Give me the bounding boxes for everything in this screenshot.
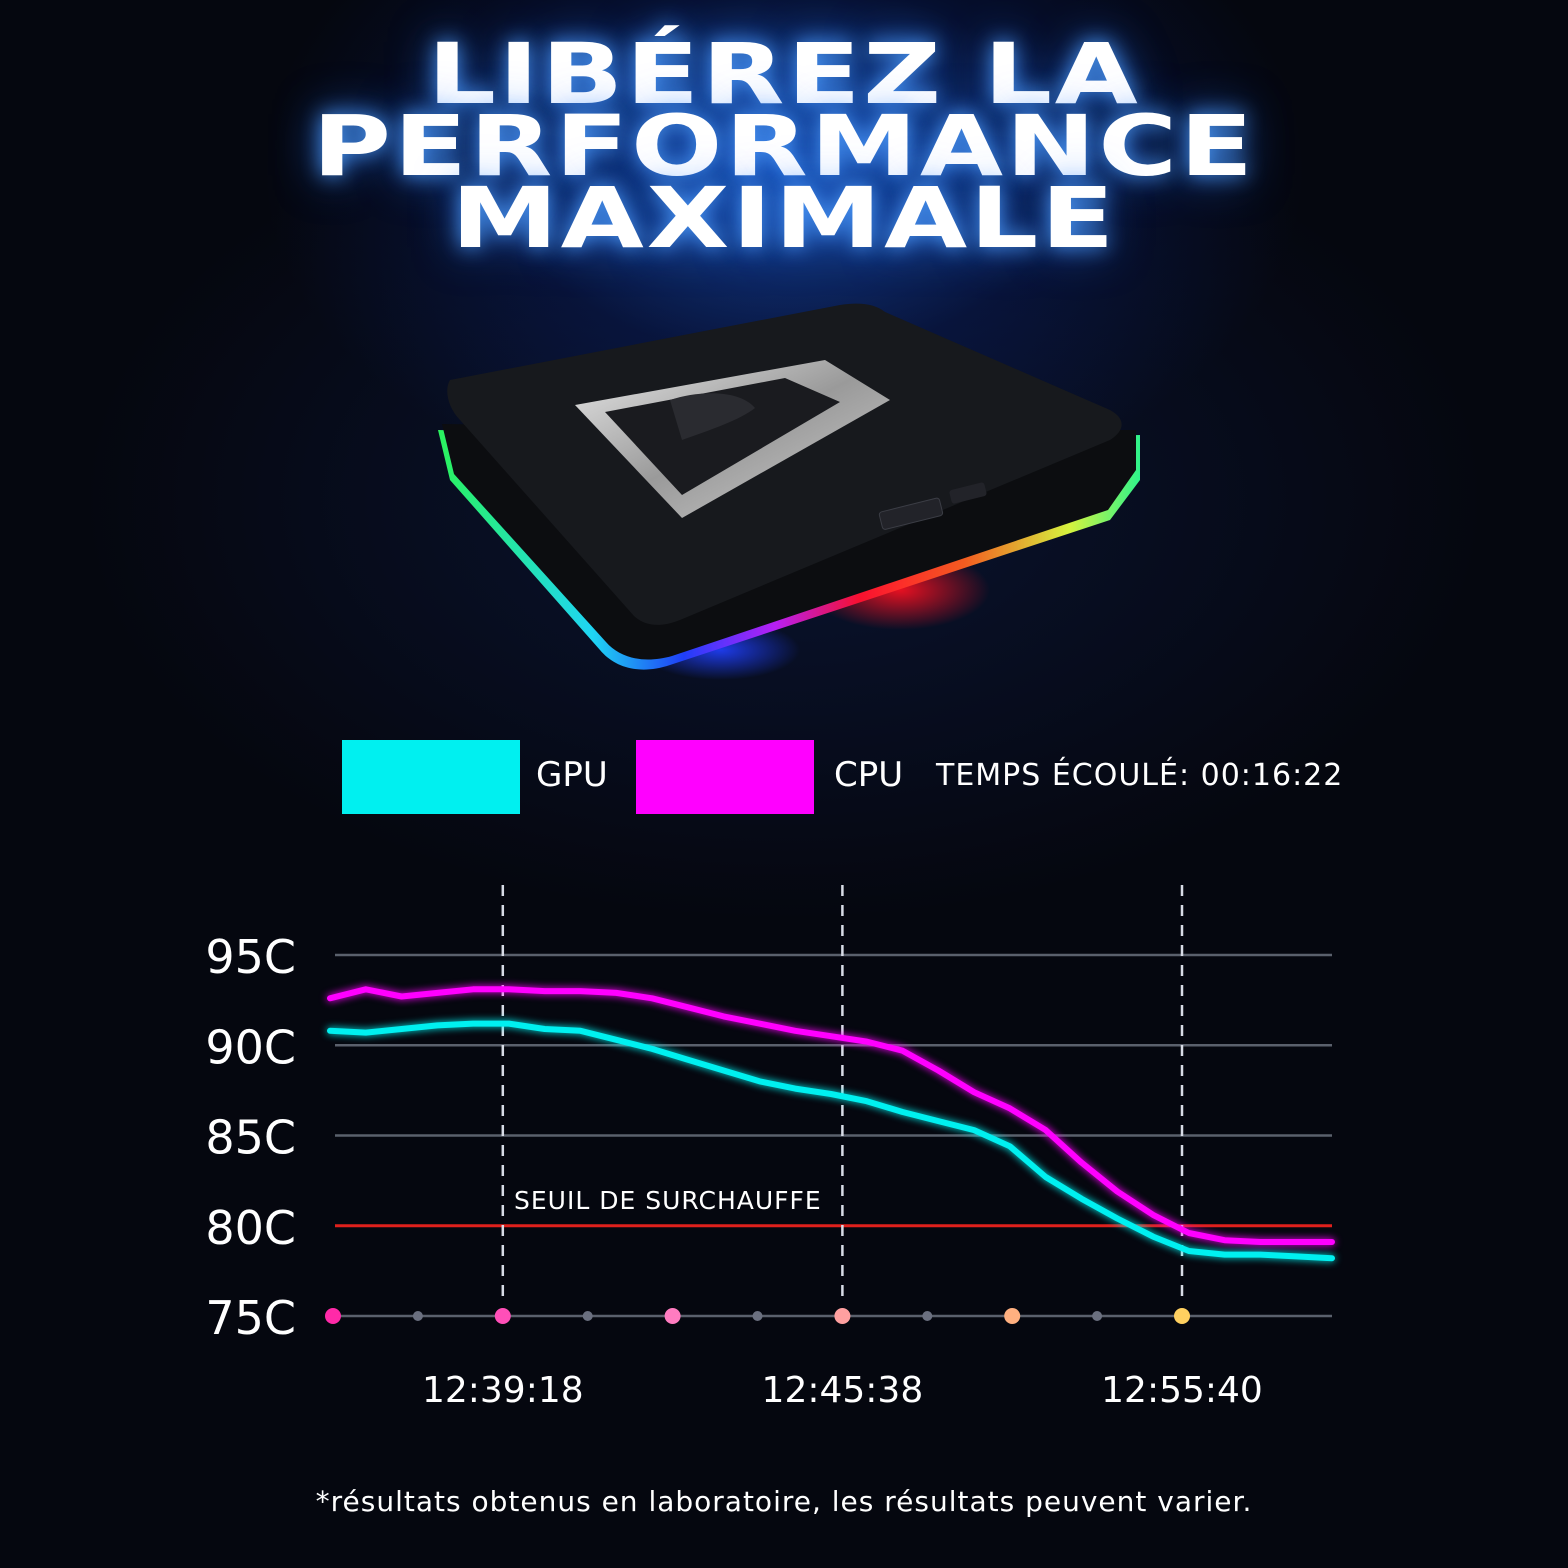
axis-marker-dot-4 [582,1311,593,1321]
axis-labels: 95C 90C 85C 80C 75C SEUIL DE SURCHAUFFE 12:39:… [205,930,1263,1411]
y-tick-label-80: 80C [205,1201,296,1255]
elapsed-time-text: TEMPS ÉCOULÉ: 00:16:22 [936,758,1344,793]
axis-marker-dot-5 [664,1308,681,1324]
axis-marker-dot-11 [1174,1308,1190,1324]
cpu-legend-swatch [636,740,814,814]
x-tick-label-1: 12:39:18 [422,1370,584,1411]
y-tick-label-90: 90C [205,1020,296,1074]
axis-marker-dot-1 [325,1308,341,1324]
axis-marker-dot-3 [494,1308,511,1324]
x-tick-label-3: 12:55:40 [1101,1370,1263,1411]
laptop-cooling-pad-image [438,303,1140,680]
y-tick-label-95: 95C [205,930,296,984]
series-layer [327,986,1335,1262]
y-tick-label-75: 75C [205,1291,296,1345]
headline-line-1: LIBÉREZ LA [427,25,1141,123]
overheat-threshold-label: SEUIL DE SURCHAUFFE [514,1186,822,1215]
axis-markers [325,1308,1190,1324]
axis-marker-dot-6 [752,1311,763,1321]
gpu-series-line [327,1020,1335,1262]
footnote: *résultats obtenus en laboratoire, les r… [315,1485,1253,1518]
y-tick-label-85: 85C [205,1111,296,1165]
temperature-line-chart: 95C 90C 85C 80C 75C SEUIL DE SURCHAUFFE 12:39:… [205,885,1335,1411]
cpu-legend-label: CPU [834,755,904,795]
gpu-legend-swatch [342,740,520,814]
x-tick-label-2: 12:45:38 [762,1370,924,1411]
gpu-legend-label: GPU [536,755,608,795]
chart-legend: GPU CPU TEMPS ÉCOULÉ: 00:16:22 [0,738,1568,818]
axis-marker-dot-10 [1092,1311,1103,1321]
grid-layer [335,953,1332,1318]
axis-marker-dot-2 [412,1311,423,1321]
headline-line-3: MAXIMALE [451,169,1117,267]
axis-marker-dot-9 [1004,1308,1021,1324]
cpu-series-line [327,986,1335,1245]
headline: LIBÉREZ LA PERFORMANCE MAXIMALE [0,25,1568,267]
axis-marker-dot-7 [834,1308,851,1324]
headline-line-2: PERFORMANCE [312,97,1256,195]
axis-marker-dot-8 [922,1311,933,1321]
